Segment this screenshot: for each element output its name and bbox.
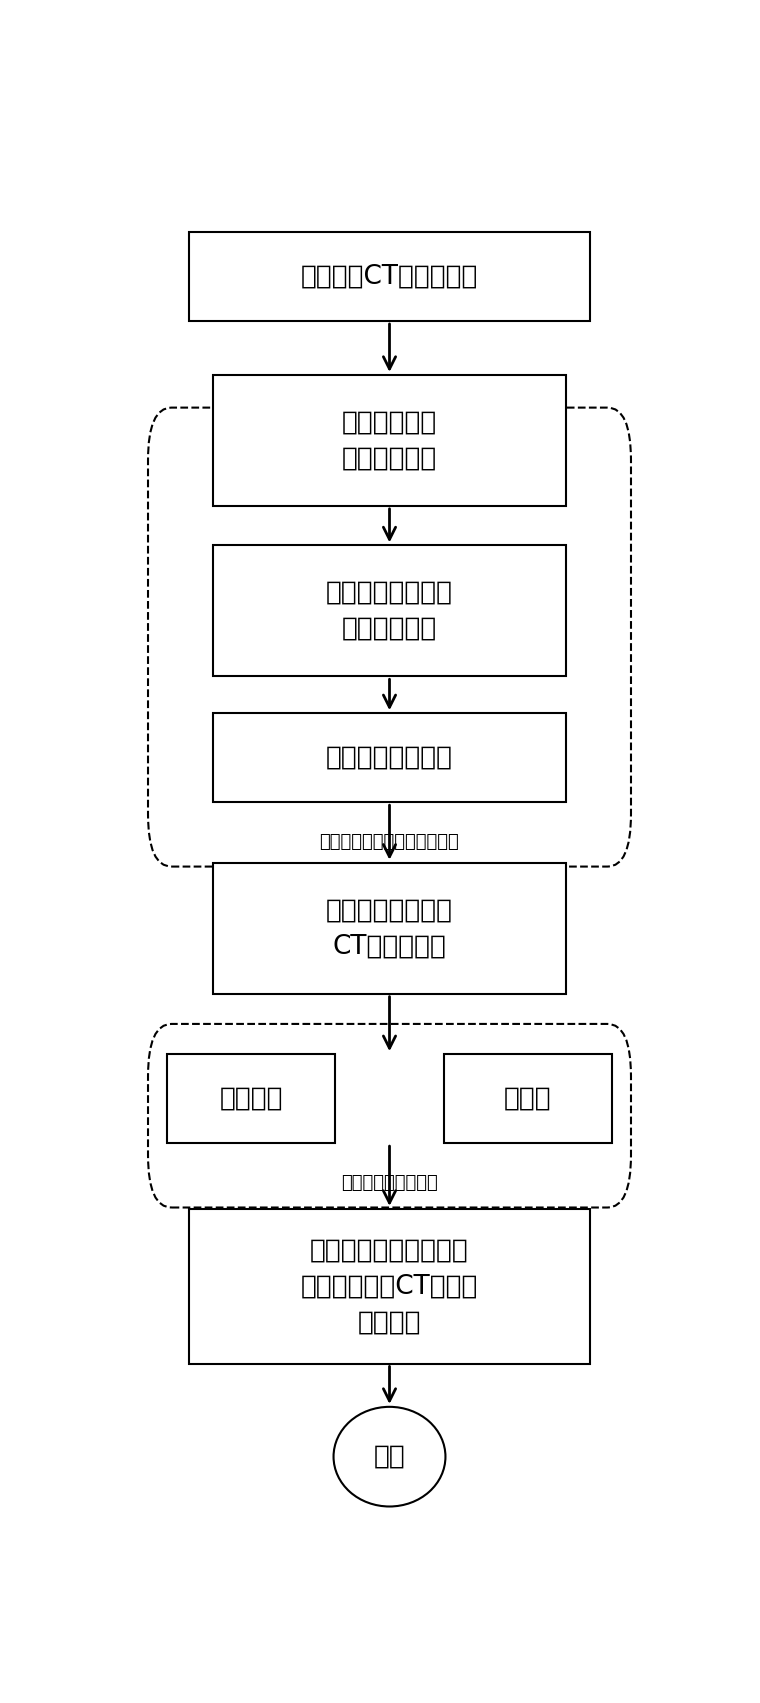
- FancyBboxPatch shape: [189, 232, 590, 322]
- FancyBboxPatch shape: [213, 545, 566, 676]
- Ellipse shape: [334, 1407, 445, 1507]
- Text: 构建腹部目标器官
CT序列图像对: 构建腹部目标器官 CT序列图像对: [326, 897, 453, 959]
- FancyBboxPatch shape: [213, 375, 566, 506]
- FancyBboxPatch shape: [167, 1054, 335, 1143]
- Text: 惩罚项: 惩罚项: [504, 1087, 552, 1112]
- Text: 目标函数: 目标函数: [220, 1087, 283, 1112]
- FancyBboxPatch shape: [213, 714, 566, 802]
- Text: 基于迁移学习技术
训练网络模型: 基于迁移学习技术 训练网络模型: [326, 579, 453, 642]
- Text: 基于梯度下降算法实现
腹部目标器官CT序列图
像对配准: 基于梯度下降算法实现 腹部目标器官CT序列图 像对配准: [301, 1236, 478, 1335]
- FancyBboxPatch shape: [189, 1209, 590, 1364]
- FancyBboxPatch shape: [213, 863, 566, 995]
- Text: 腹部目标器官感兴趣区域提取: 腹部目标器官感兴趣区域提取: [320, 833, 459, 852]
- Text: 构建相似性度量函数: 构建相似性度量函数: [341, 1173, 438, 1192]
- Text: 检测腹部目标器官: 检测腹部目标器官: [326, 744, 453, 771]
- Text: 结束: 结束: [374, 1444, 405, 1470]
- FancyBboxPatch shape: [444, 1054, 612, 1143]
- Text: 基于深度学习
构建网络模型: 基于深度学习 构建网络模型: [342, 409, 437, 472]
- Text: 构建腹部CT图像数据库: 构建腹部CT图像数据库: [301, 264, 478, 290]
